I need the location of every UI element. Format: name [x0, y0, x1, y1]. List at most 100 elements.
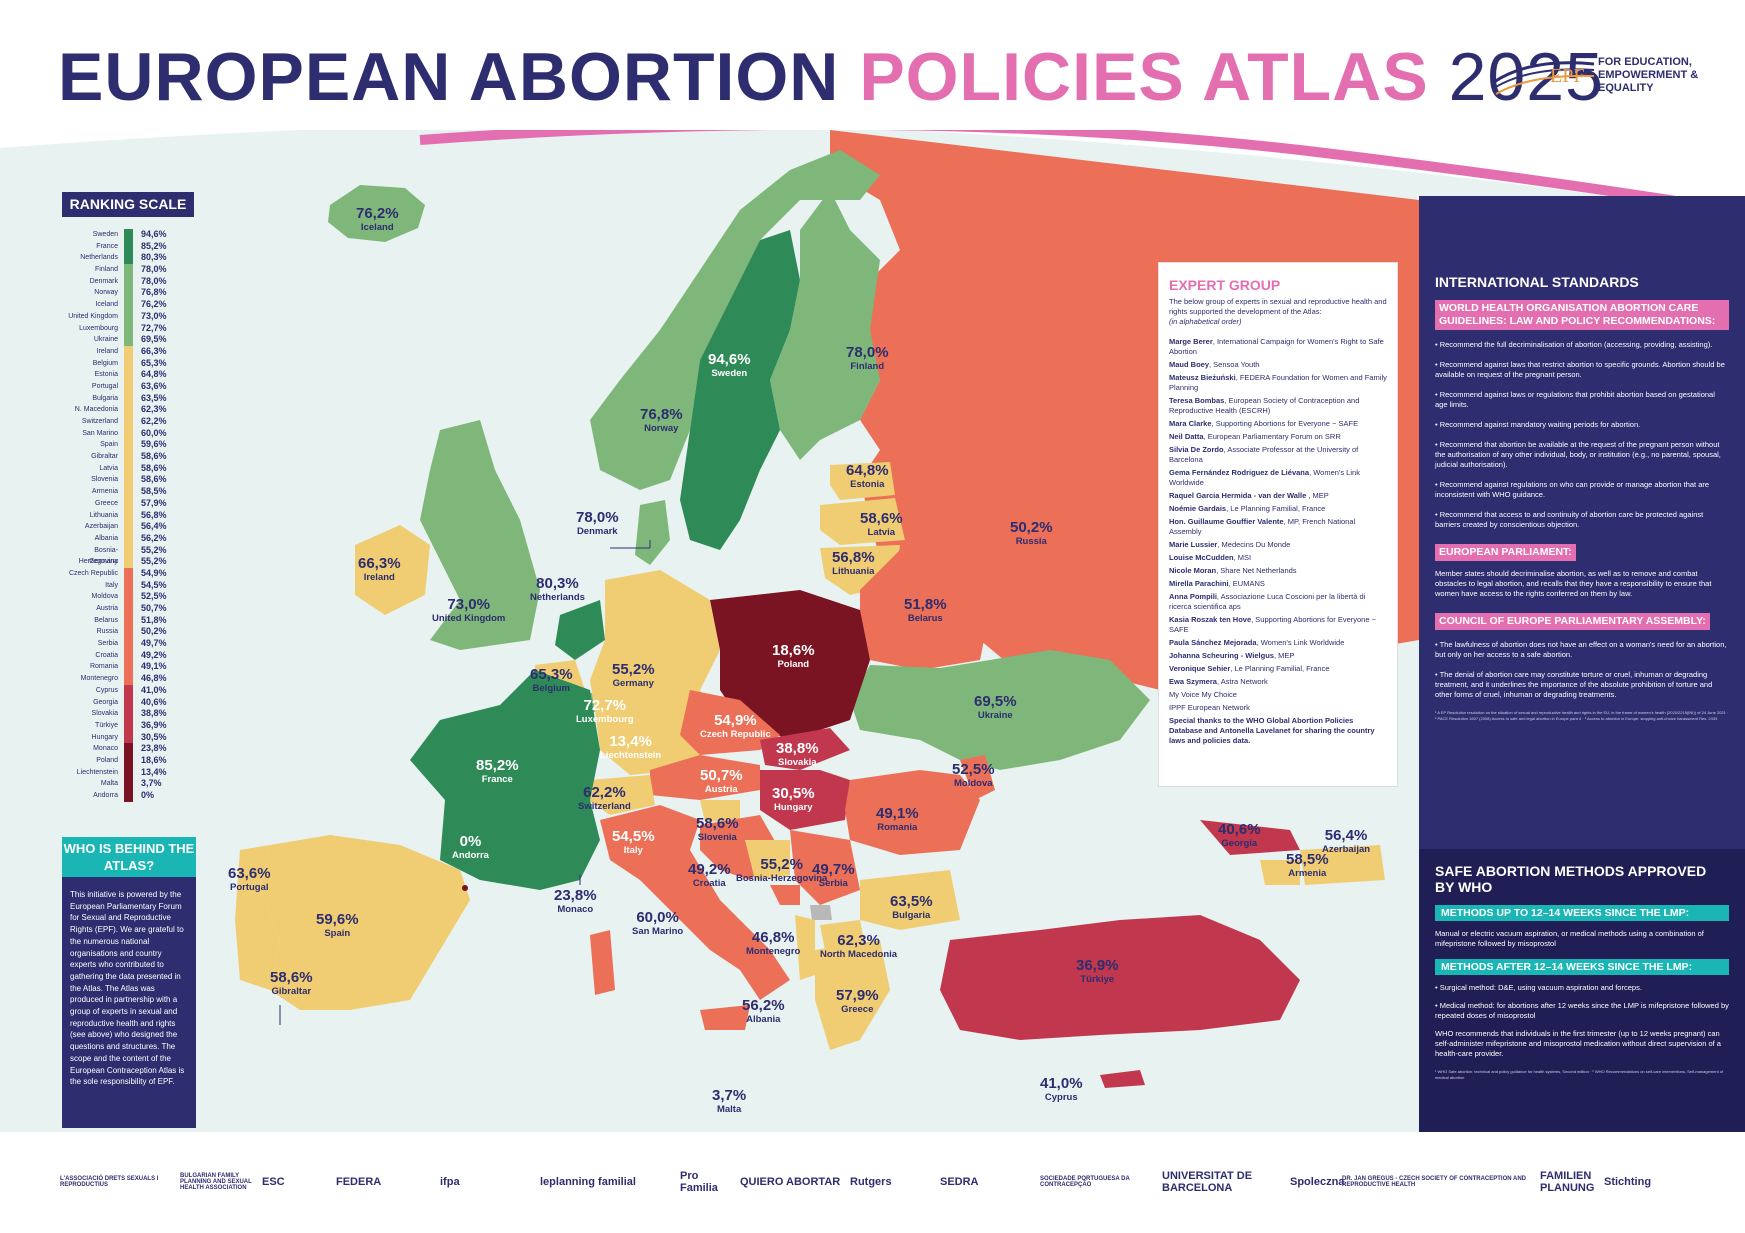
ranking-value: 73,0% [141, 310, 167, 321]
label-moldova: 52,5% Moldova [952, 761, 995, 789]
region-turkiye [940, 915, 1300, 1040]
coe-heading: COUNCIL OF EUROPE PARLIAMENTARY ASSEMBLY… [1435, 613, 1710, 630]
partner-logo[interactable]: UNIVERSITAT DE BARCELONA [1162, 1170, 1253, 1194]
label-armenia: 58,5% Armenia [1286, 851, 1329, 879]
label-latvia: 58,6% Latvia [860, 510, 903, 538]
ranking-color-swatch [124, 322, 133, 335]
partner-logo[interactable]: Pro Familia [680, 1170, 718, 1194]
label-macedonia: 62,3% North Macedonia [820, 932, 898, 960]
ranking-value: 18,6% [141, 754, 167, 765]
partner-logo[interactable]: Stichting [1604, 1176, 1652, 1188]
ranking-value: 38,8% [141, 708, 167, 719]
ranking-value: 36,9% [141, 719, 167, 730]
partner-logo[interactable]: Spoleczna [1290, 1176, 1345, 1188]
ranking-row: Bulgaria 63,5% [56, 392, 206, 405]
partner-logo[interactable]: L'ASSOCIACIÓ DRETS SEXUALS I REPRODUCTIU… [60, 1176, 159, 1188]
ranking-value: 55,2% [141, 556, 167, 567]
partner-logo[interactable]: Rutgers [850, 1176, 892, 1188]
region-belarus [860, 545, 990, 670]
ranking-row: Croatia 49,2% [56, 649, 206, 662]
safe-methods-panel: SAFE ABORTION METHODS APPROVED BY WHO ME… [1419, 849, 1745, 1132]
ranking-value: 65,3% [141, 357, 167, 368]
label-albania: 56,2% Albania [742, 997, 785, 1025]
expert-list: Marge Berer, International Campaign for … [1169, 337, 1387, 713]
ranking-color-swatch [124, 567, 133, 580]
ranking-row: Monaco 23,8% [56, 743, 206, 755]
ranking-row: Cyprus 41,0% [56, 684, 206, 697]
region-romania [845, 770, 980, 855]
ranking-color-swatch [124, 719, 133, 732]
ranking-color-swatch [124, 684, 133, 697]
label-bosnia: 55,2% Bosnia-Herzegovina [736, 856, 828, 884]
title-part1: EUROPEAN ABORTION [58, 39, 840, 115]
ranking-country: Lithuania [89, 511, 118, 519]
partner-logo[interactable]: BULGARIAN FAMILY PLANNING AND SEXUAL HEA… [180, 1173, 252, 1191]
ranking-color-swatch [124, 451, 133, 463]
partner-logo[interactable]: FEDERA [336, 1176, 382, 1188]
partner-logo[interactable]: SEDRA [940, 1176, 979, 1188]
ranking-color-swatch [124, 591, 133, 603]
partner-logo[interactable]: SOCIEDADE PORTUGUESA DA CONTRACEPÇÃO [1040, 1176, 1130, 1188]
ranking-country: Czech Republic [68, 569, 118, 577]
ranking-country: Finland [95, 266, 118, 274]
region-finland [770, 190, 880, 460]
ranking-color-swatch [124, 544, 133, 557]
international-standards-panel: INTERNATIONAL STANDARDS WORLD HEALTH ORG… [1419, 196, 1745, 849]
ranking-color-swatch [124, 229, 133, 241]
ranking-color-swatch [124, 731, 133, 744]
ranking-color-swatch [124, 649, 133, 662]
ranking-row: Greece 57,9% [56, 497, 206, 510]
ranking-row: Slovenia 58,6% [56, 474, 206, 487]
ranking-row: Ireland 66,3% [56, 345, 206, 358]
ranking-country: Portugal [91, 382, 118, 390]
ranking-country: Albania [94, 534, 118, 542]
ranking-country: Sweden [92, 231, 118, 238]
intl-heading: INTERNATIONAL STANDARDS [1435, 274, 1639, 290]
ranking-country: Ireland [96, 347, 118, 355]
ranking-value: 57,9% [141, 497, 167, 508]
ranking-country: Latvia [99, 464, 118, 472]
ranking-value: 62,2% [141, 416, 167, 426]
ranking-value: 58,6% [141, 474, 167, 485]
partner-logo[interactable]: DR. JAN GREGUS - CZECH SOCIETY OF CONTRA… [1342, 1176, 1527, 1188]
expert-member: Kasia Roszak ten Hove, Supporting Aborti… [1169, 615, 1376, 634]
ranking-value: 41,0% [141, 684, 167, 695]
bullet-item: • Recommend against mandatory waiting pe… [1435, 420, 1641, 429]
ranking-value: 94,6% [141, 229, 167, 239]
ranking-row: Albania 56,2% [56, 532, 206, 545]
ranking-country: Russia [96, 628, 118, 636]
label-serbia: 49,7% Serbia [812, 861, 855, 889]
label-luxembourg: 72,7% Luxembourg [576, 697, 634, 725]
ranking-value: 78,0% [141, 275, 167, 286]
partner-logo[interactable]: ESC [262, 1176, 285, 1188]
ranking-color-swatch [124, 766, 133, 779]
who-behind-heading: WHO IS BEHIND THE ATLAS? [62, 837, 196, 877]
region-estonia [830, 462, 895, 500]
ranking-row: Türkiye 36,9% [56, 719, 206, 732]
label-greece: 57,9% Greece [836, 987, 879, 1015]
label-iceland: 76,2% Iceland [356, 205, 399, 233]
ranking-color-swatch [124, 743, 133, 755]
safe-heading: SAFE ABORTION METHODS APPROVED BY WHO [1435, 863, 1707, 895]
region-armenia [1260, 860, 1300, 885]
ranking-color-swatch [124, 638, 133, 650]
expert-member: Johanna Scheuring - Wielgus, MEP [1169, 651, 1295, 660]
ranking-country: Slovakia [91, 710, 118, 718]
partner-logo[interactable]: QUIERO ABORTAR [740, 1176, 841, 1188]
ranking-country: Netherlands [80, 254, 118, 262]
label-sweden: 94,6% Sweden [708, 351, 751, 379]
ranking-row: Luxembourg 72,7% [56, 322, 206, 335]
safe-footnotes: ¹ WHO Safe abortion: technical and polic… [1435, 1069, 1724, 1080]
partner-logo[interactable]: ifpa [440, 1176, 460, 1188]
ranking-country: Germany [89, 558, 118, 566]
ranking-value: 76,2% [141, 299, 167, 310]
partner-logo[interactable]: leplanning familial [540, 1176, 636, 1188]
label-denmark: 78,0% Denmark [576, 509, 619, 537]
ranking-color-swatch [124, 673, 133, 685]
bullet-item: • Recommend against regulations on who c… [1435, 480, 1710, 499]
partner-logo[interactable]: FAMILIEN PLANUNG [1540, 1170, 1595, 1194]
ranking-value: 63,5% [141, 392, 167, 403]
ranking-country: San Marino [82, 429, 118, 437]
region-albania [795, 915, 815, 980]
ranking-row: Georgia 40,6% [56, 696, 206, 709]
